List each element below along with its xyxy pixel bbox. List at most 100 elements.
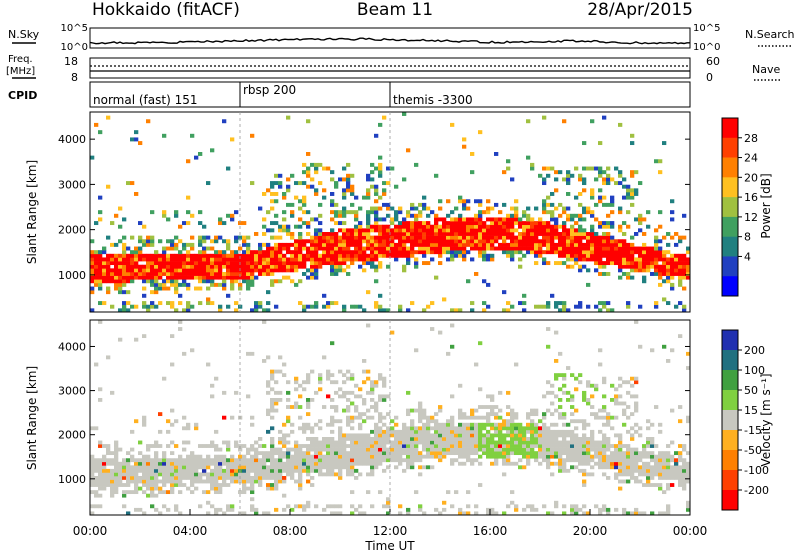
heatmap-cell [590,412,595,417]
heatmap-cell [642,232,647,236]
heatmap-cell [642,447,647,452]
heatmap-cell [510,426,515,431]
heatmap-cell [274,181,279,186]
heatmap-cell [502,308,507,313]
frequency-tick-high: 18 [64,55,78,68]
heatmap-cell [546,228,551,233]
heatmap-cell [226,257,231,262]
heatmap-cell [302,195,307,200]
heatmap-cell [678,239,683,244]
heatmap-cell [146,447,151,452]
heatmap-cell [614,472,619,477]
heatmap-cell [146,308,151,313]
heatmap-cell [686,261,691,266]
power-y-axis-label: Slant Range [km] [25,160,39,264]
heatmap-cell [482,242,487,247]
heatmap-cell [158,301,163,306]
heatmap-cell [498,429,503,434]
heatmap-cell [670,210,675,215]
heatmap-cell [550,383,555,388]
heatmap-cell [614,415,619,420]
heatmap-cell [478,422,483,427]
heatmap-cell [254,232,259,236]
x-axis-label: Time UT [364,539,415,553]
heatmap-cell [658,461,663,466]
heatmap-cell [610,461,615,466]
heatmap-cell [282,195,287,200]
heatmap-cell [610,250,615,255]
heatmap-cell [450,242,455,247]
heatmap-cell [626,253,631,258]
heatmap-cell [610,242,615,247]
heatmap-cell [202,235,207,240]
heatmap-cell [662,268,667,273]
heatmap-cell [146,261,151,266]
heatmap-cell [414,228,419,233]
heatmap-cell [326,261,331,266]
heatmap-cell [410,224,415,229]
heatmap-cell [102,272,107,276]
heatmap-cell [566,213,571,218]
heatmap-cell [674,268,679,273]
heatmap-cell [198,242,203,247]
heatmap-cell [222,119,227,124]
heatmap-cell [330,458,335,463]
heatmap-cell [178,268,183,273]
heatmap-cell [234,472,239,477]
heatmap-cell [210,468,215,473]
heatmap-cell [374,221,379,226]
heatmap-cell [110,253,115,258]
heatmap-cell [246,468,251,473]
heatmap-cell [582,426,587,431]
heatmap-cell [466,511,471,516]
heatmap-cell [294,264,299,269]
heatmap-cell [258,444,263,448]
heatmap-cell [366,458,371,463]
heatmap-cell [142,472,147,477]
heatmap-cell [122,301,127,306]
heatmap-cell [502,440,507,445]
heatmap-cell [474,415,479,420]
heatmap-cell [562,511,567,516]
heatmap-cell [546,451,551,456]
heatmap-cell [662,250,667,255]
heatmap-cell [158,479,163,484]
heatmap-cell [250,447,255,452]
heatmap-cell [514,242,519,247]
heatmap-cell [286,504,291,509]
heatmap-cell [418,408,423,413]
heatmap-cell [586,206,591,211]
heatmap-cell [270,408,275,413]
heatmap-cell [262,468,267,473]
heatmap-cell [486,257,491,262]
heatmap-cell [110,461,115,466]
heatmap-cell [126,483,131,487]
heatmap-cell [578,232,583,236]
heatmap-cell [182,257,187,262]
heatmap-cell [294,239,299,244]
heatmap-cell [362,261,367,266]
heatmap-cell [410,250,415,255]
heatmap-cell [550,242,555,247]
heatmap-cell [578,507,583,512]
heatmap-cell [618,206,623,211]
heatmap-cell [254,511,259,516]
heatmap-cell [450,323,455,328]
heatmap-cell [522,224,527,229]
heatmap-cell [502,437,507,441]
heatmap-cell [438,429,443,434]
heatmap-cell [638,465,643,470]
y-tick-label: 2000 [58,224,86,237]
heatmap-cell [498,246,503,251]
heatmap-cell [298,451,303,456]
colorbar-tick-label: 50 [744,384,758,397]
heatmap-cell [666,458,671,463]
heatmap-cell [370,264,375,269]
heatmap-cell [338,461,343,466]
heatmap-cell [434,454,439,459]
heatmap-cell [438,206,443,211]
heatmap-cell [422,437,427,441]
heatmap-cell [566,390,571,395]
heatmap-cell [342,206,347,211]
